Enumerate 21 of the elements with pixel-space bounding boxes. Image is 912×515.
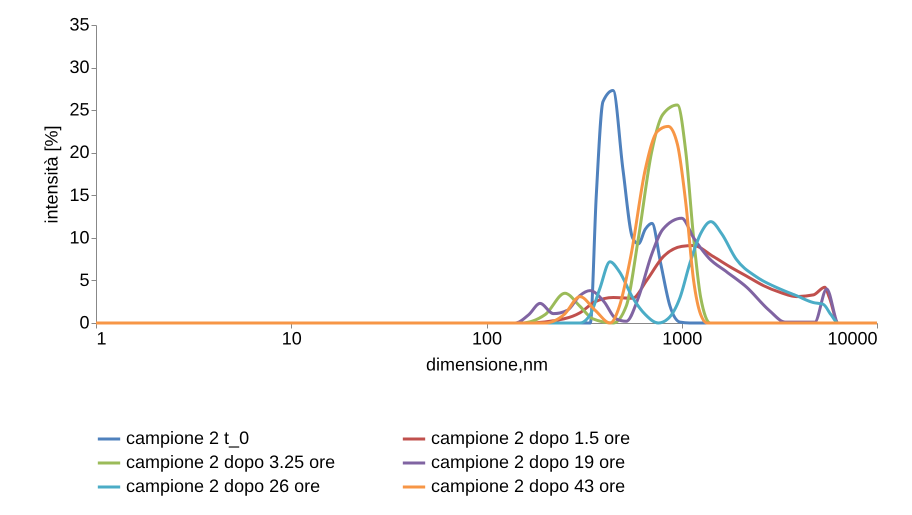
- legend-label: campione 2 dopo 1.5 ore: [431, 428, 630, 448]
- legend-label: campione 2 dopo 26 ore: [126, 476, 320, 496]
- y-tick-label: 5: [79, 270, 90, 290]
- x-tick-label: 10000: [827, 328, 878, 348]
- legend-label: campione 2 dopo 19 ore: [431, 452, 626, 472]
- y-tick-label: 35: [69, 14, 90, 34]
- y-tick-label: 25: [69, 100, 90, 120]
- x-tick-label: 10: [282, 328, 302, 348]
- y-tick-label: 20: [69, 142, 90, 162]
- legend-label: campione 2 dopo 43 ore: [431, 476, 626, 496]
- y-tick-label: 30: [69, 57, 90, 78]
- x-tick-label: 1: [96, 328, 107, 348]
- y-tick-label: 0: [79, 312, 90, 332]
- x-tick-label: 1000: [662, 328, 702, 348]
- y-tick-label: 15: [69, 184, 90, 205]
- y-tick-label: 10: [69, 227, 90, 248]
- x-tick-label: 100: [472, 328, 502, 348]
- legend-label: campione 2 dopo 3.25 ore: [126, 452, 336, 472]
- legend-label: campione 2 t_0: [126, 428, 250, 448]
- x-axis-title: dimensione,nm: [426, 354, 548, 374]
- y-axis-title: intensità [%]: [41, 125, 62, 224]
